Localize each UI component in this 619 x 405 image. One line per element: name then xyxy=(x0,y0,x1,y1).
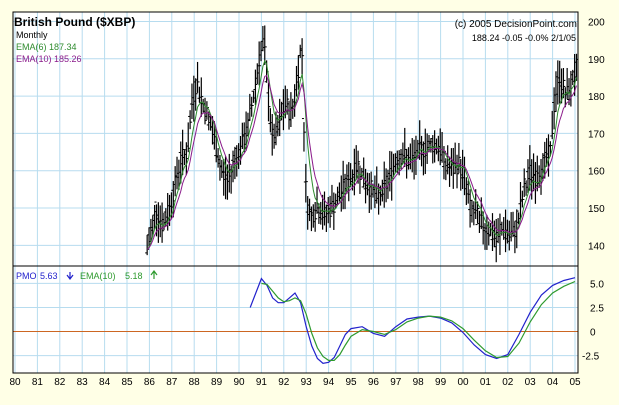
chart-credit: (c) 2005 DecisionPoint.com xyxy=(455,19,577,30)
price-bar xyxy=(313,201,318,232)
x-tick-label: 93 xyxy=(301,377,313,388)
x-tick-label: 03 xyxy=(525,377,537,388)
price-bar xyxy=(475,201,480,226)
pmo-legend-value: 5.63 xyxy=(40,271,58,281)
pmo-y-tick-label: 0 xyxy=(590,328,596,339)
x-tick-label: 81 xyxy=(32,377,44,388)
price-bar xyxy=(195,61,200,93)
price-bar xyxy=(331,192,336,230)
y-tick-label: 150 xyxy=(588,204,605,215)
x-tick-label: 04 xyxy=(547,377,559,388)
price-bar xyxy=(257,41,262,86)
price-bar xyxy=(262,25,267,65)
price-bar xyxy=(249,96,254,117)
pmo-y-tick-label: 2.5 xyxy=(590,303,604,314)
price-panel xyxy=(13,12,578,266)
ema10-legend: EMA(10) 185.26 xyxy=(16,54,82,64)
x-tick-label: 99 xyxy=(435,377,447,388)
x-tick-label: 90 xyxy=(233,377,245,388)
y-tick-label: 140 xyxy=(588,241,605,252)
price-bar xyxy=(296,55,301,90)
x-tick-label: 02 xyxy=(502,377,514,388)
pmo-down-arrow-icon xyxy=(66,272,74,280)
last-quote: 188.24 -0.05 -0.0% 2/1/05 xyxy=(472,33,576,43)
price-bar xyxy=(356,150,361,184)
x-tick-label: 88 xyxy=(189,377,201,388)
x-tick-label: 97 xyxy=(390,377,402,388)
x-tick-label: 87 xyxy=(166,377,178,388)
price-bar xyxy=(548,141,553,157)
y-tick-label: 200 xyxy=(588,17,605,28)
price-bar xyxy=(456,142,461,174)
period-label: Monthly xyxy=(16,30,48,40)
chart-title: British Pound ($XBP) xyxy=(14,15,135,29)
x-tick-label: 89 xyxy=(211,377,223,388)
x-tick-label: 05 xyxy=(569,377,581,388)
x-tick-label: 84 xyxy=(99,377,111,388)
price-bar xyxy=(188,110,193,130)
ema6-line xyxy=(146,59,577,250)
x-tick-label: 94 xyxy=(323,377,335,388)
pmo-legend-label: PMO xyxy=(16,271,37,281)
price-bar xyxy=(303,163,308,203)
pmo-y-tick-label: 5.0 xyxy=(590,279,604,290)
pmo-y-tick-label: -2.5 xyxy=(582,352,600,363)
x-tick-label: 86 xyxy=(144,377,156,388)
x-tick-label: 00 xyxy=(457,377,469,388)
x-tick-label: 82 xyxy=(54,377,66,388)
pmo-panel-border xyxy=(12,265,579,374)
x-tick-label: 91 xyxy=(256,377,268,388)
y-tick-label: 160 xyxy=(588,167,605,178)
price-bar xyxy=(550,110,555,140)
ema10-line xyxy=(146,74,577,250)
pmo-ema-up-arrow-icon xyxy=(150,270,158,279)
x-tick-label: 01 xyxy=(480,377,492,388)
x-tick-label: 85 xyxy=(121,377,133,388)
price-bar xyxy=(561,68,566,99)
x-tick-label: 95 xyxy=(345,377,357,388)
pmo-ema-legend-label: EMA(10) xyxy=(80,271,116,281)
ema6-legend: EMA(6) 187.34 xyxy=(16,42,77,52)
price-bar xyxy=(193,78,198,111)
x-tick-label: 98 xyxy=(413,377,425,388)
pmo-ema-line xyxy=(261,280,576,361)
price-bar xyxy=(301,118,306,152)
y-tick-label: 180 xyxy=(588,92,605,103)
x-tick-label: 92 xyxy=(278,377,290,388)
y-tick-label: 190 xyxy=(588,55,605,66)
price-bar xyxy=(253,69,258,105)
price-bar xyxy=(180,129,185,176)
price-bar xyxy=(266,82,271,122)
x-tick-label: 96 xyxy=(368,377,380,388)
x-tick-label: 80 xyxy=(9,377,21,388)
pmo-ema-legend-value: 5.18 xyxy=(125,271,143,281)
price-bar xyxy=(520,190,525,208)
y-tick-label: 170 xyxy=(588,129,605,140)
x-tick-label: 83 xyxy=(77,377,89,388)
price-bar xyxy=(300,38,305,78)
